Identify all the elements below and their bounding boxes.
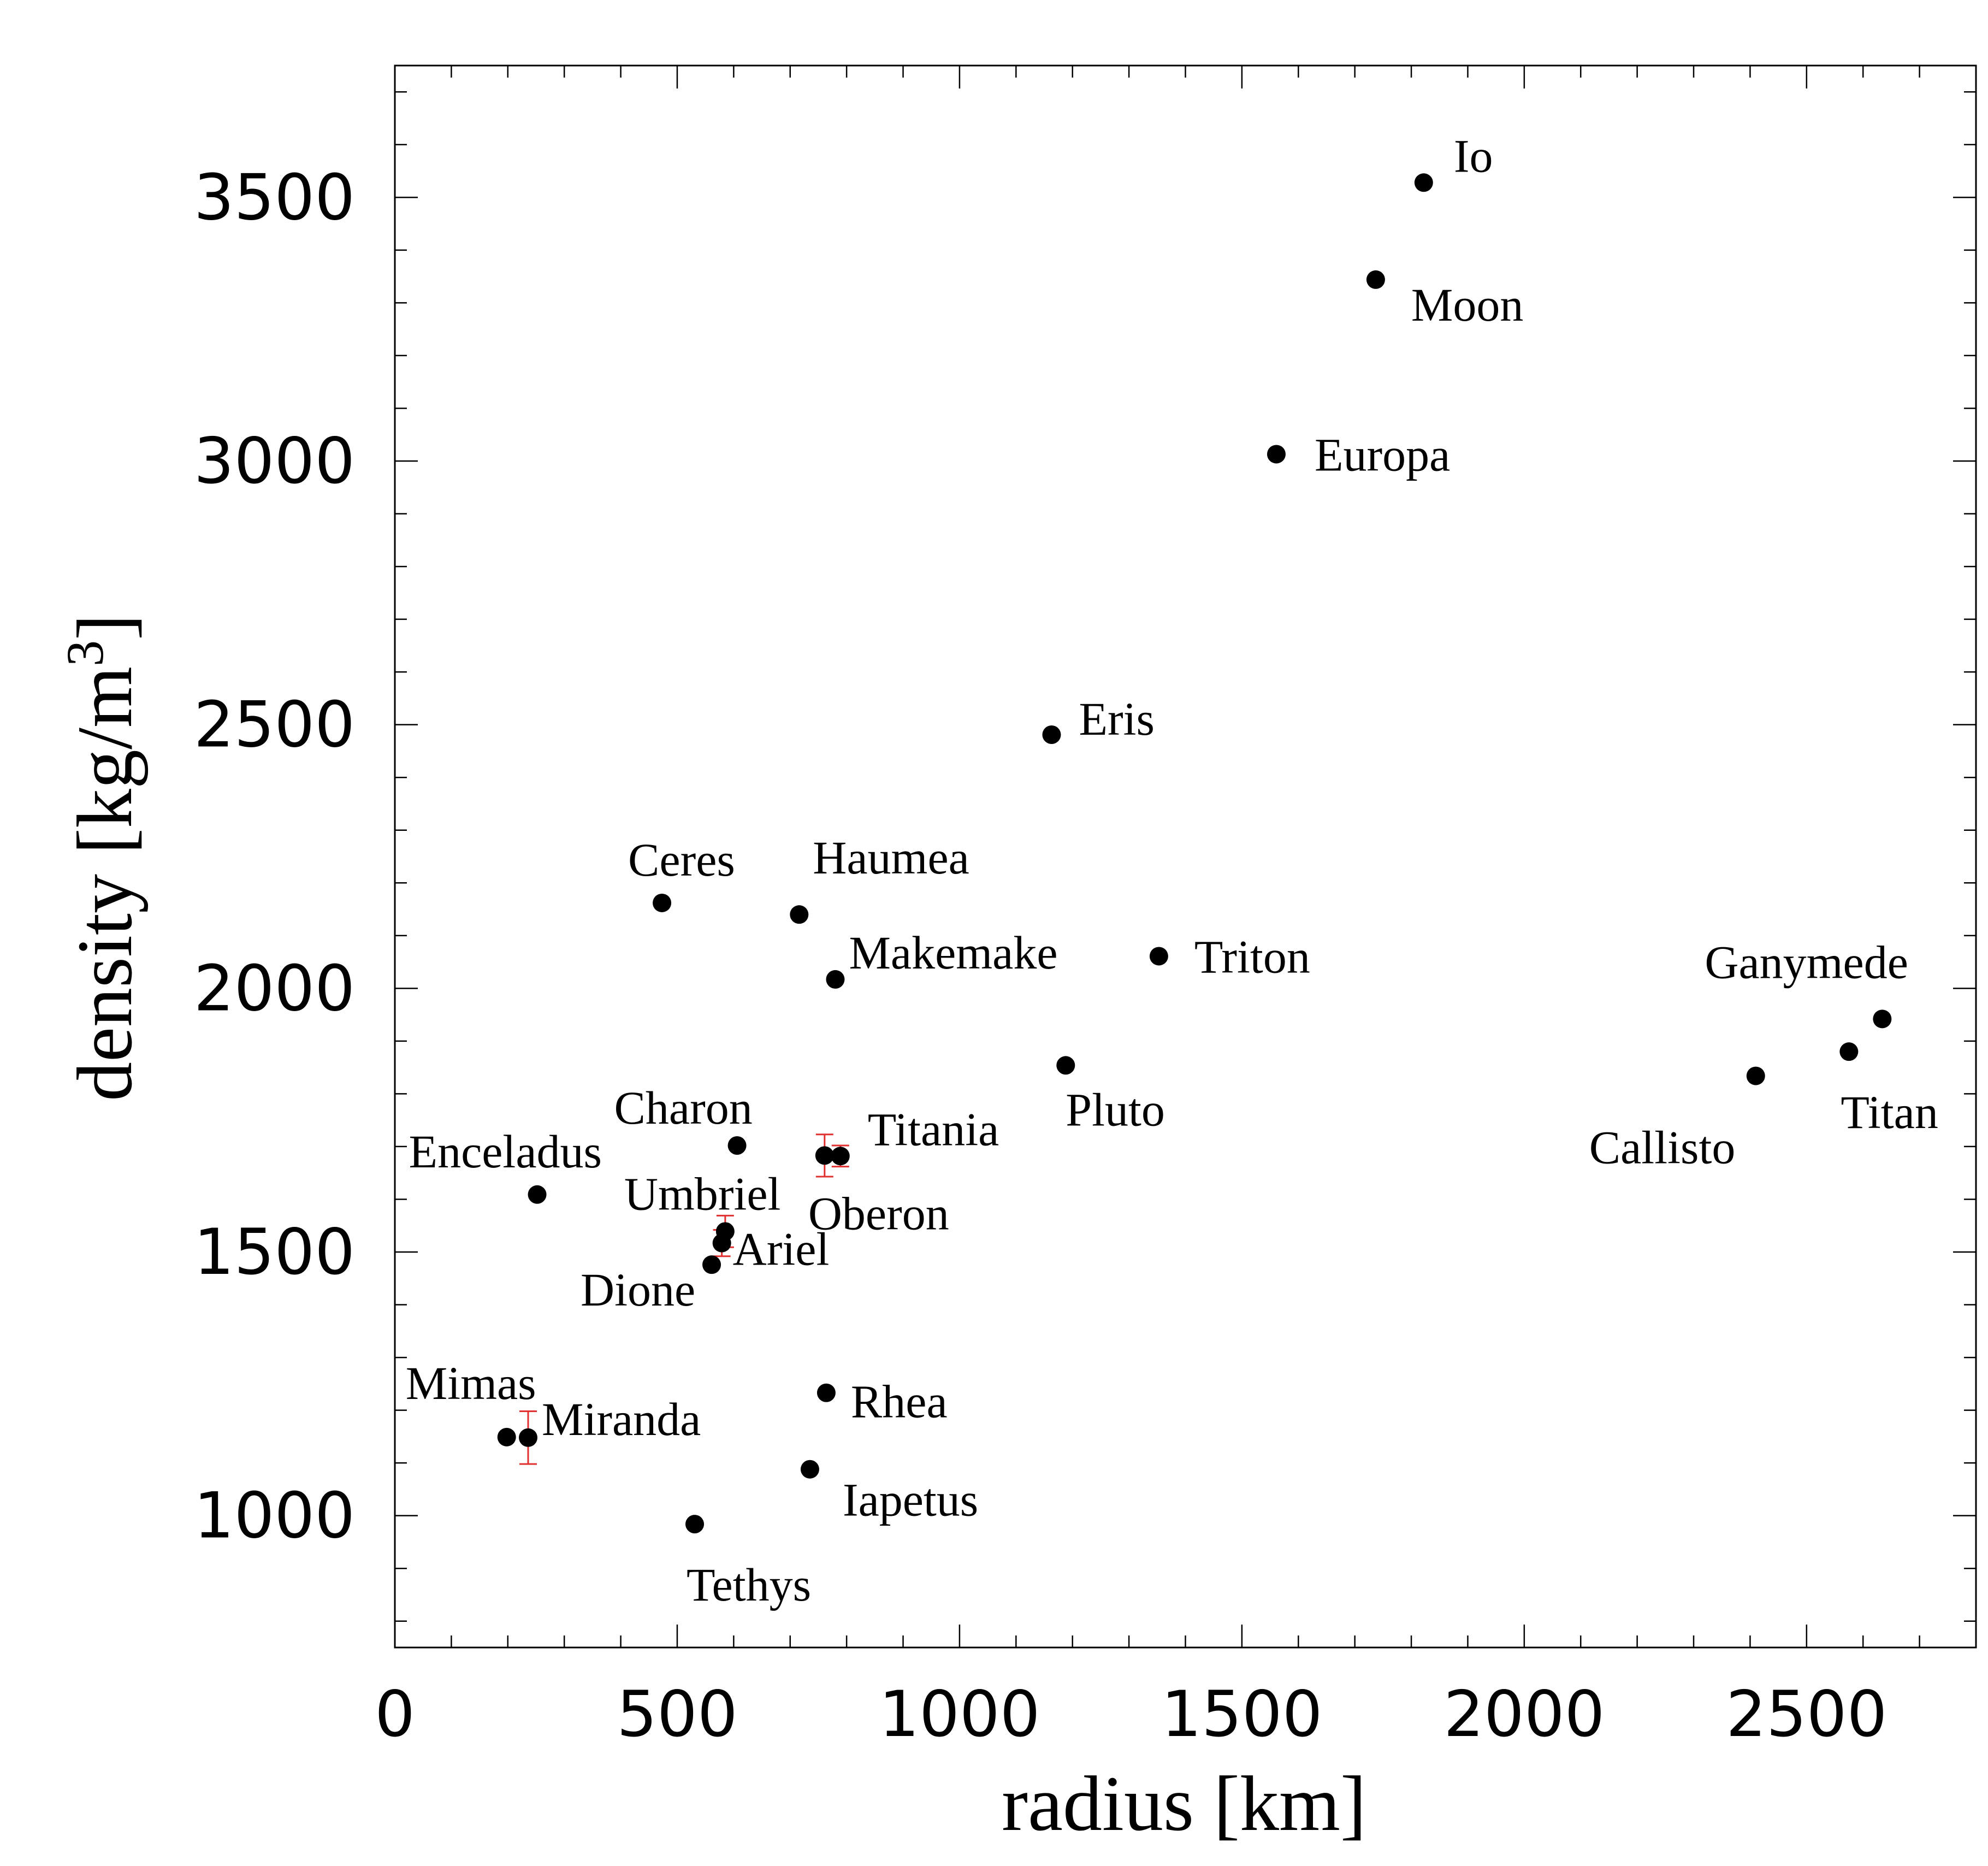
label-io: Io	[1454, 129, 1493, 182]
label-charon: Charon	[614, 1082, 753, 1134]
label-pluto: Pluto	[1066, 1083, 1165, 1136]
x-tick-label: 0	[375, 1678, 415, 1751]
label-callisto: Callisto	[1589, 1121, 1736, 1174]
point-io	[1414, 173, 1433, 192]
label-eris: Eris	[1079, 693, 1155, 745]
point-enceladus	[528, 1185, 547, 1204]
point-ganymede	[1873, 1009, 1892, 1029]
point-pluto	[1056, 1056, 1075, 1075]
label-enceladus: Enceladus	[409, 1125, 602, 1178]
point-charon	[727, 1136, 747, 1155]
y-tick-label: 2500	[194, 688, 355, 762]
point-titan	[1839, 1042, 1859, 1061]
label-rhea: Rhea	[851, 1375, 948, 1428]
label-iapetus: Iapetus	[843, 1474, 978, 1526]
label-mimas: Mimas	[406, 1357, 536, 1409]
label-titan: Titan	[1841, 1086, 1938, 1138]
label-haumea: Haumea	[813, 831, 969, 884]
x-tick-label: 500	[617, 1678, 737, 1751]
label-miranda: Miranda	[542, 1393, 701, 1445]
label-ariel: Ariel	[733, 1223, 830, 1276]
point-miranda	[519, 1428, 538, 1447]
label-oberon: Oberon	[808, 1187, 949, 1239]
label-dione: Dione	[581, 1263, 695, 1316]
label-moon: Moon	[1411, 279, 1523, 331]
point-europa	[1267, 445, 1286, 464]
point-ceres	[653, 893, 672, 912]
y-tick-label: 3000	[194, 424, 355, 498]
x-axis-title: radius [km]	[1002, 1761, 1366, 1847]
x-tick-label: 2000	[1443, 1678, 1605, 1751]
point-triton	[1149, 947, 1168, 966]
y-tick-label: 2000	[194, 952, 355, 1025]
point-eris	[1042, 725, 1061, 745]
data-points	[497, 173, 1892, 1534]
y-tick-label: 3500	[194, 161, 355, 234]
label-makemake: Makemake	[849, 926, 1057, 979]
point-oberon	[815, 1146, 834, 1165]
point-rhea	[816, 1383, 836, 1402]
point-ariel	[712, 1233, 731, 1253]
label-triton: Triton	[1194, 930, 1310, 983]
label-ceres: Ceres	[628, 834, 735, 886]
point-dione	[702, 1255, 721, 1274]
point-makemake	[826, 970, 845, 989]
y-tick-label: 1500	[194, 1215, 355, 1289]
point-moon	[1366, 270, 1385, 289]
point-iapetus	[800, 1460, 819, 1479]
axis-tick-labels: 0 500 1000 1500 2000 2500 1000 1500 2000 2500 3000…	[194, 161, 1888, 1751]
x-tick-label: 1000	[879, 1678, 1040, 1751]
point-labels: Io Moon Europa Eris Ceres Haumea Makemake Trito…	[406, 129, 1938, 1611]
point-titania	[831, 1147, 850, 1166]
x-tick-label: 1500	[1161, 1678, 1322, 1751]
y-tick-label: 1000	[194, 1479, 355, 1553]
y-axis-title: density [kg/m3]	[56, 614, 149, 1101]
label-ganymede: Ganymede	[1705, 936, 1908, 988]
label-tethys: Tethys	[687, 1558, 811, 1611]
label-titania: Titania	[868, 1103, 999, 1155]
point-mimas	[497, 1427, 516, 1446]
x-tick-label: 2500	[1726, 1678, 1887, 1751]
point-haumea	[790, 905, 809, 924]
point-tethys	[685, 1515, 705, 1534]
label-europa: Europa	[1315, 428, 1450, 481]
point-callisto	[1746, 1066, 1765, 1085]
label-umbriel: Umbriel	[624, 1167, 781, 1220]
axis-ticks	[394, 66, 1977, 1647]
